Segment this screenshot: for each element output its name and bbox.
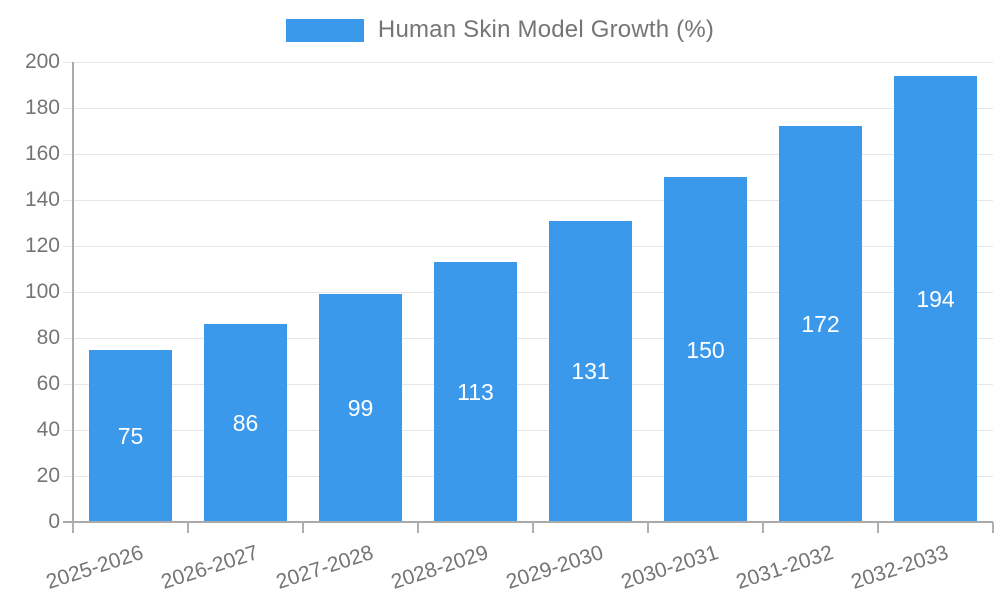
bar-value-label: 131 <box>571 358 610 385</box>
y-axis-line <box>72 62 74 522</box>
gridline <box>63 291 993 293</box>
x-axis-tick <box>992 522 994 533</box>
legend-label: Human Skin Model Growth (%) <box>377 16 715 43</box>
y-axis-tick-label: 60 <box>36 372 60 395</box>
bar-value-label: 75 <box>117 422 144 449</box>
y-axis-tick-label: 0 <box>48 510 60 533</box>
x-axis-tick <box>187 522 189 533</box>
bar[interactable]: 172 <box>779 126 862 521</box>
y-axis-tick-label: 20 <box>36 464 60 487</box>
gridline <box>63 383 993 385</box>
gridline <box>63 61 993 63</box>
y-axis-tick-label: 100 <box>24 280 60 303</box>
y-axis-tick-label: 120 <box>24 234 60 257</box>
x-axis-tick <box>417 522 419 533</box>
y-axis-tick-label: 200 <box>24 50 60 73</box>
y-axis-tick-label: 40 <box>36 418 60 441</box>
legend-swatch <box>285 18 364 42</box>
bar-value-label: 99 <box>347 395 374 422</box>
bar-value-label: 150 <box>686 336 725 363</box>
gridline <box>63 153 993 155</box>
x-axis-tick <box>532 522 534 533</box>
x-axis-tick <box>302 522 304 533</box>
bar-value-label: 194 <box>916 285 955 312</box>
bar-value-label: 113 <box>457 379 494 406</box>
bar[interactable]: 113 <box>434 262 517 521</box>
y-axis-tick-label: 80 <box>36 326 60 349</box>
legend[interactable]: Human Skin Model Growth (%) <box>0 16 1000 44</box>
gridline <box>63 199 993 201</box>
bar[interactable]: 86 <box>204 324 287 521</box>
gridline <box>63 337 993 339</box>
bar[interactable]: 194 <box>894 75 977 521</box>
gridline <box>63 475 993 477</box>
bar-value-label: 172 <box>801 311 840 338</box>
x-axis-tick <box>72 522 74 533</box>
bar[interactable]: 99 <box>319 294 402 521</box>
gridline <box>63 245 993 247</box>
bar[interactable]: 131 <box>549 220 632 521</box>
y-axis-tick-label: 140 <box>24 188 60 211</box>
bar[interactable]: 75 <box>89 349 172 521</box>
x-axis-line <box>63 521 993 523</box>
gridline <box>63 107 993 109</box>
x-axis-tick <box>647 522 649 533</box>
x-axis-tick <box>877 522 879 533</box>
x-axis-tick <box>762 522 764 533</box>
gridline <box>63 429 993 431</box>
bar-value-label: 86 <box>232 410 259 437</box>
bar[interactable]: 150 <box>664 177 747 521</box>
y-axis-tick-label: 180 <box>24 96 60 119</box>
y-axis-tick-label: 160 <box>24 142 60 165</box>
